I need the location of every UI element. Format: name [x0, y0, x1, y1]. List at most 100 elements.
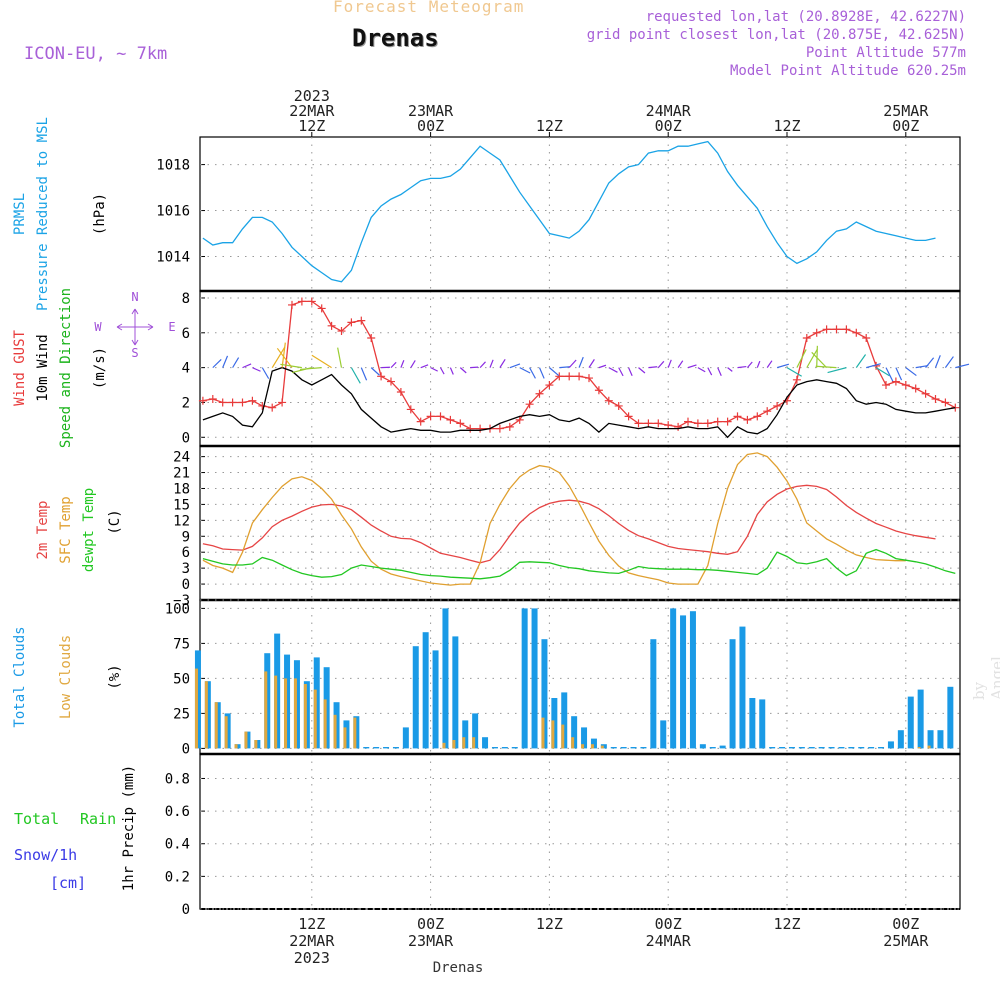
total-cloud-bar	[412, 646, 419, 749]
total-cloud-bar	[383, 747, 390, 749]
pressure-title-2: Pressure Reduced to MSL	[35, 117, 51, 311]
gust-marker	[852, 328, 861, 337]
precip-legend-total: Total	[14, 810, 59, 828]
gust-marker	[743, 415, 752, 424]
gust-marker	[624, 412, 633, 421]
low-cloud-bar	[204, 681, 208, 749]
gust-marker	[248, 396, 257, 405]
gust-marker	[476, 424, 485, 433]
model-altitude: Model Point Altitude 620.25m	[729, 63, 966, 79]
gust-marker	[664, 421, 673, 430]
wind-direction-arrow	[280, 363, 302, 369]
time-label-top: 00Z	[417, 117, 444, 135]
gust-marker	[733, 412, 742, 421]
gust-marker	[317, 304, 326, 313]
total-cloud-bar	[788, 747, 795, 749]
wind-direction-arrow	[717, 367, 722, 376]
gust-marker	[684, 417, 692, 426]
compass-rose-icon	[116, 308, 154, 346]
wind-direction-arrow	[746, 361, 753, 369]
low-cloud-bar	[313, 689, 317, 749]
gust-line	[202, 300, 956, 430]
gust-marker	[278, 398, 287, 407]
gust-marker	[466, 424, 475, 433]
time-label-top: 22MAR	[289, 102, 335, 120]
y-tick-label: 4	[182, 361, 190, 377]
gust-marker	[337, 327, 346, 336]
total-cloud-bar	[887, 741, 894, 749]
total-cloud-bar	[541, 639, 548, 749]
wind-direction-arrow	[578, 356, 584, 368]
wind-direction-arrow	[776, 363, 790, 369]
point-altitude: Point Altitude 577m	[805, 45, 966, 61]
total-cloud-bar	[937, 730, 944, 749]
low-cloud-bar	[323, 699, 327, 749]
total-cloud-bar	[729, 639, 736, 749]
total-cloud-bar	[531, 608, 538, 749]
wind-direction-arrow	[756, 360, 761, 368]
wind-direction-arrow	[509, 363, 521, 369]
gust-marker	[208, 394, 217, 403]
total-cloud-bar	[402, 727, 409, 749]
gust-marker	[802, 334, 811, 343]
wind-direction-arrow	[811, 351, 828, 369]
wind-direction-arrow	[648, 366, 658, 369]
wind-direction-arrow	[350, 367, 361, 384]
time-label-top: 12Z	[298, 117, 325, 135]
wind-title-10m: 10m Wind	[35, 334, 51, 401]
wind-direction-arrow	[598, 364, 607, 369]
wind-direction-arrow	[549, 367, 560, 377]
gust-marker	[792, 375, 801, 384]
wind-direction-arrow	[559, 366, 571, 369]
gust-marker	[297, 297, 306, 306]
low-cloud-bar	[303, 684, 307, 749]
total-cloud-bar	[868, 747, 875, 749]
gust-marker	[911, 384, 920, 393]
temp-title-sfc: SFC Temp	[58, 496, 74, 563]
y-tick-label: 15	[173, 497, 190, 513]
wind-direction-arrow	[855, 354, 867, 368]
y-tick-label: 2	[182, 395, 190, 411]
pressure-line	[202, 140, 936, 283]
time-label-bottom: 00Z	[655, 915, 682, 933]
total-cloud-bar	[630, 747, 637, 749]
wind-title-dir: Speed and Direction	[58, 288, 74, 448]
gust-marker	[347, 318, 356, 327]
total-cloud-bar	[798, 747, 805, 749]
wind-title-gust: Wind GUST	[12, 330, 28, 406]
low-cloud-bar	[452, 740, 456, 749]
total-cloud-bar	[838, 747, 845, 749]
total-cloud-bar	[719, 745, 726, 749]
wind-direction-arrow	[628, 367, 633, 377]
wind-direction-arrow	[707, 367, 713, 376]
gust-marker	[426, 412, 435, 421]
gust-marker	[327, 321, 336, 330]
y-tick-label: 18	[173, 481, 190, 497]
wind-direction-arrow	[390, 361, 397, 369]
wind-direction-arrow	[657, 360, 665, 369]
gust-marker	[228, 398, 237, 407]
wind-direction-arrow	[212, 358, 222, 369]
compass-e: E	[168, 320, 175, 334]
gust-marker	[238, 398, 247, 407]
wind-direction-arrow	[875, 367, 890, 377]
wind-direction-arrow	[400, 360, 405, 368]
gridpoint-coordinates: grid point closest lon,lat (20.875E, 42.…	[586, 27, 966, 43]
gust-marker	[268, 403, 277, 412]
wind-direction-arrow	[944, 356, 954, 368]
low-cloud-bar	[927, 745, 931, 749]
gust-marker	[723, 417, 732, 426]
total-cloud-bar	[422, 632, 429, 749]
gust-marker	[832, 325, 841, 334]
gust-marker	[614, 401, 623, 410]
total-cloud-bar	[680, 615, 687, 749]
wind-direction-arrow	[499, 359, 506, 368]
total-cloud-bar	[927, 730, 934, 749]
total-cloud-bar	[808, 747, 815, 749]
wind-direction-arrow	[529, 367, 536, 379]
y-tick-label: 1016	[156, 204, 190, 220]
gust-marker	[693, 419, 702, 428]
requested-coordinates: requested lon,lat (20.8928E, 42.6227N)	[645, 9, 966, 25]
time-label-bottom: 23MAR	[408, 932, 454, 950]
total-cloud-bar	[373, 747, 380, 749]
